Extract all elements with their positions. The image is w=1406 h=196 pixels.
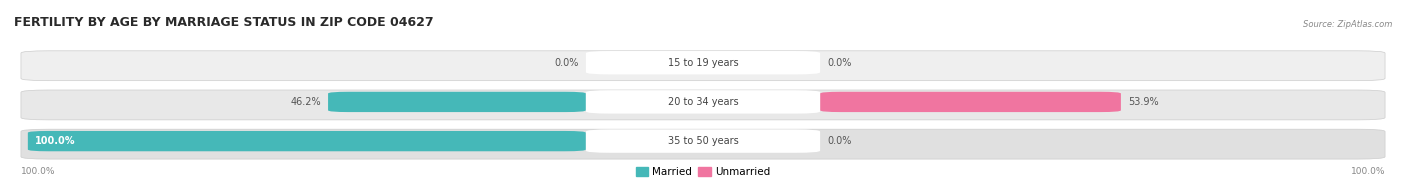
Text: 100.0%: 100.0%: [1351, 167, 1385, 176]
Text: 0.0%: 0.0%: [827, 136, 852, 146]
Legend: Married, Unmarried: Married, Unmarried: [631, 163, 775, 181]
Text: 0.0%: 0.0%: [827, 58, 852, 68]
FancyBboxPatch shape: [28, 131, 586, 151]
FancyBboxPatch shape: [586, 51, 820, 74]
Text: FERTILITY BY AGE BY MARRIAGE STATUS IN ZIP CODE 04627: FERTILITY BY AGE BY MARRIAGE STATUS IN Z…: [14, 16, 433, 29]
FancyBboxPatch shape: [586, 90, 820, 114]
Text: 53.9%: 53.9%: [1128, 97, 1159, 107]
Text: 35 to 50 years: 35 to 50 years: [668, 136, 738, 146]
FancyBboxPatch shape: [21, 129, 1385, 159]
Text: 20 to 34 years: 20 to 34 years: [668, 97, 738, 107]
FancyBboxPatch shape: [21, 51, 1385, 81]
Text: 15 to 19 years: 15 to 19 years: [668, 58, 738, 68]
FancyBboxPatch shape: [21, 90, 1385, 120]
Text: 100.0%: 100.0%: [35, 136, 76, 146]
Text: 0.0%: 0.0%: [554, 58, 579, 68]
Text: 100.0%: 100.0%: [21, 167, 55, 176]
Text: Source: ZipAtlas.com: Source: ZipAtlas.com: [1302, 20, 1392, 29]
FancyBboxPatch shape: [820, 92, 1121, 112]
FancyBboxPatch shape: [586, 129, 820, 153]
FancyBboxPatch shape: [328, 92, 586, 112]
Text: 46.2%: 46.2%: [291, 97, 321, 107]
